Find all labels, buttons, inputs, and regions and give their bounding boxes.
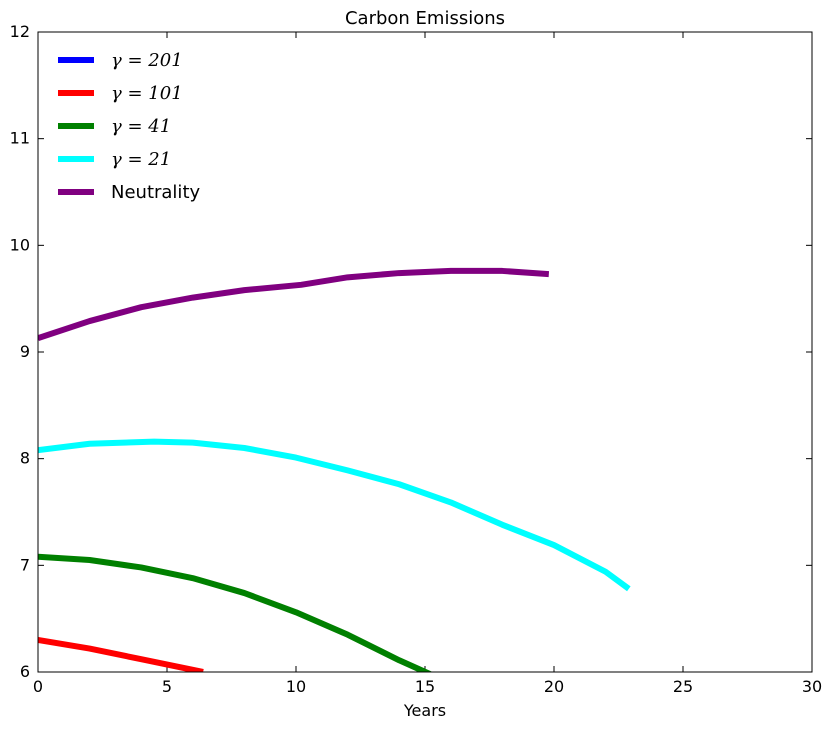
series-group [38, 267, 631, 672]
y-tick-label: 6 [20, 662, 30, 681]
y-tick-label: 7 [20, 555, 30, 574]
legend: γ = 201 γ = 101 γ = 41 γ = 21 Neutrality [58, 50, 200, 203]
series-line-1 [38, 637, 204, 672]
x-tick-label: 25 [673, 677, 693, 696]
legend-label: γ = 41 [111, 116, 171, 137]
legend-label: Neutrality [111, 182, 200, 203]
series-line-4 [38, 267, 550, 341]
series-line-3 [38, 438, 631, 592]
series-line-2 [38, 553, 432, 672]
y-tick-label: 10 [10, 235, 30, 254]
y-tick-label: 12 [10, 22, 30, 41]
y-tick-label: 8 [20, 449, 30, 468]
axis-ticks: 0 5 10 15 20 25 30 6 7 8 9 10 11 12 [10, 22, 823, 696]
chart-title: Carbon Emissions [345, 8, 505, 29]
legend-label: γ = 21 [111, 149, 171, 170]
x-tick-label: 10 [286, 677, 306, 696]
x-tick-label: 30 [802, 677, 822, 696]
x-tick-label: 20 [544, 677, 564, 696]
series-lines [38, 267, 631, 672]
x-axis-label: Years [403, 701, 446, 720]
plot-background [38, 32, 812, 672]
x-tick-label: 15 [415, 677, 435, 696]
y-tick-label: 9 [20, 342, 30, 361]
legend-label: γ = 101 [111, 83, 183, 104]
legend-label: γ = 201 [111, 50, 183, 71]
plot-frame [37, 31, 813, 673]
x-tick-label: 0 [33, 677, 43, 696]
x-tick-label: 5 [162, 677, 172, 696]
y-tick-label: 11 [10, 129, 30, 148]
